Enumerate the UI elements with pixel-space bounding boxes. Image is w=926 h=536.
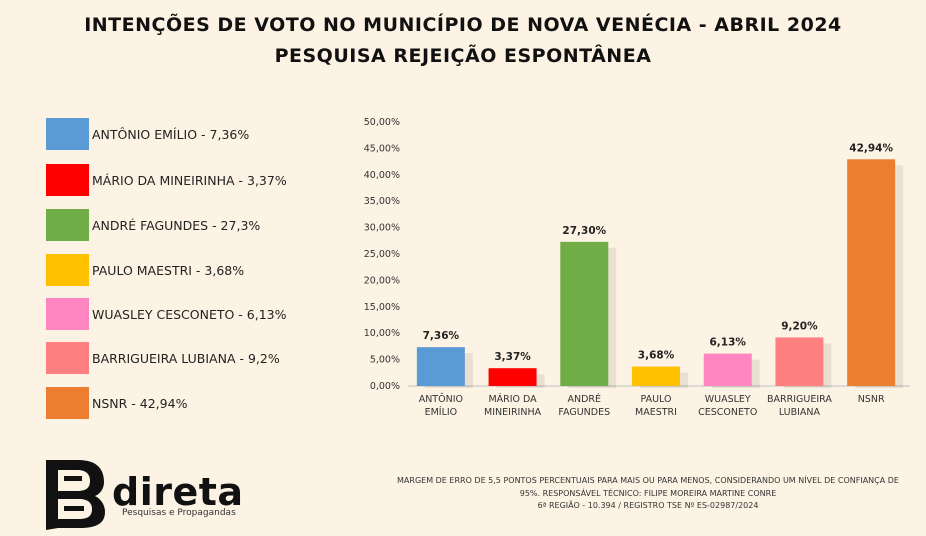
legend-item: ANTÔNIO EMÍLIO - 7,36% xyxy=(46,118,249,150)
legend-label: PAULO MAESTRI - 3,68% xyxy=(92,262,245,278)
data-label: 7,36% xyxy=(423,330,460,342)
data-label: 3,37% xyxy=(494,351,531,363)
x-tick-label: EMÍLIO xyxy=(425,406,458,418)
x-tick-label: ANTÔNIO xyxy=(419,393,463,405)
x-tick-label: BARRIGUEIRA xyxy=(767,394,832,405)
legend-label: NSNR - 42,94% xyxy=(92,395,188,411)
logo-wordmark: direta xyxy=(112,470,244,514)
y-tick-label: 0,00% xyxy=(370,381,400,392)
logo-tagline: Pesquisas e Propagandas xyxy=(122,508,236,518)
data-label: 9,20% xyxy=(781,320,818,332)
bar xyxy=(632,366,680,386)
legend-item: MÁRIO DA MINEIRINHA - 3,37% xyxy=(46,164,287,196)
legend-swatch xyxy=(46,254,89,286)
data-label: 27,30% xyxy=(562,225,606,237)
y-tick-label: 35,00% xyxy=(364,196,400,207)
x-tick-label: CESCONETO xyxy=(698,407,757,418)
direta-logo: direta Pesquisas e Propagandas xyxy=(40,456,270,530)
legend-label: WUASLEY CESCONETO - 6,13% xyxy=(92,306,287,322)
bar xyxy=(416,347,465,386)
methodology-note: MARGEM DE ERRO DE 5,5 PONTOS PERCENTUAIS… xyxy=(372,475,924,513)
legend-label: BARRIGUEIRA LUBIANA - 9,2% xyxy=(92,350,280,366)
y-tick-label: 45,00% xyxy=(364,143,400,154)
y-tick-label: 25,00% xyxy=(364,249,400,260)
legend-swatch xyxy=(46,298,89,330)
note-line: 6ª REGIÃO - 10.394 / REGISTRO TSE Nº ES-… xyxy=(537,501,759,510)
note-line: MARGEM DE ERRO DE 5,5 PONTOS PERCENTUAIS… xyxy=(397,476,899,485)
legend-swatch xyxy=(46,387,89,419)
x-tick-label: PAULO xyxy=(640,394,671,405)
data-label: 42,94% xyxy=(849,142,893,154)
legend-item: PAULO MAESTRI - 3,68% xyxy=(46,254,244,286)
y-tick-label: 40,00% xyxy=(364,170,400,181)
chart-subtitle: PESQUISA REJEIÇÃO ESPONTÂNEA xyxy=(274,45,652,67)
logo-icon xyxy=(46,460,105,530)
x-tick-label: WUASLEY xyxy=(705,394,751,405)
legend-swatch xyxy=(46,164,89,196)
x-tick-label: LUBIANA xyxy=(779,407,821,418)
x-tick-label: ANDRÉ xyxy=(568,393,602,405)
y-tick-label: 50,00% xyxy=(364,117,400,128)
bar-chart: 0,00% 5,00% 10,00% 15,00% 20,00% 25,00% 30,00%… xyxy=(364,117,910,418)
x-tick-label: MINEIRINHA xyxy=(484,407,542,418)
x-tick-label: FAGUNDES xyxy=(558,407,610,418)
x-tick-label: MÁRIO DA xyxy=(488,393,537,405)
legend-label: ANDRÉ FAGUNDES - 27,3% xyxy=(92,217,261,233)
bar xyxy=(775,337,824,386)
bar xyxy=(847,159,896,386)
bar xyxy=(488,368,537,386)
legend-swatch xyxy=(46,209,89,241)
y-tick-label: 5,00% xyxy=(370,355,400,366)
y-tick-label: 10,00% xyxy=(364,328,400,339)
bar xyxy=(703,353,752,386)
legend-swatch xyxy=(46,342,89,374)
y-tick-label: 30,00% xyxy=(364,223,400,234)
data-label: 3,68% xyxy=(638,350,675,362)
bar xyxy=(560,241,609,386)
legend-swatch xyxy=(46,118,89,150)
x-tick-label: NSNR xyxy=(858,394,885,405)
y-tick-label: 20,00% xyxy=(364,275,400,286)
legend-item: BARRIGUEIRA LUBIANA - 9,2% xyxy=(46,342,280,374)
legend-item: NSNR - 42,94% xyxy=(46,387,187,419)
legend-label: ANTÔNIO EMÍLIO - 7,36% xyxy=(92,126,250,142)
legend-label: MÁRIO DA MINEIRINHA - 3,37% xyxy=(92,172,287,188)
note-line: 95%. RESPONSÁVEL TÉCNICO: FILIPE MOREIRA… xyxy=(519,488,777,498)
y-tick-label: 15,00% xyxy=(364,302,400,313)
x-tick-label: MAESTRI xyxy=(635,407,677,418)
data-label: 6,13% xyxy=(709,337,746,349)
chart-title: INTENÇÕES DE VOTO NO MUNICÍPIO DE NOVA V… xyxy=(84,14,842,36)
legend-item: WUASLEY CESCONETO - 6,13% xyxy=(46,298,286,330)
legend-item: ANDRÉ FAGUNDES - 27,3% xyxy=(46,209,260,241)
